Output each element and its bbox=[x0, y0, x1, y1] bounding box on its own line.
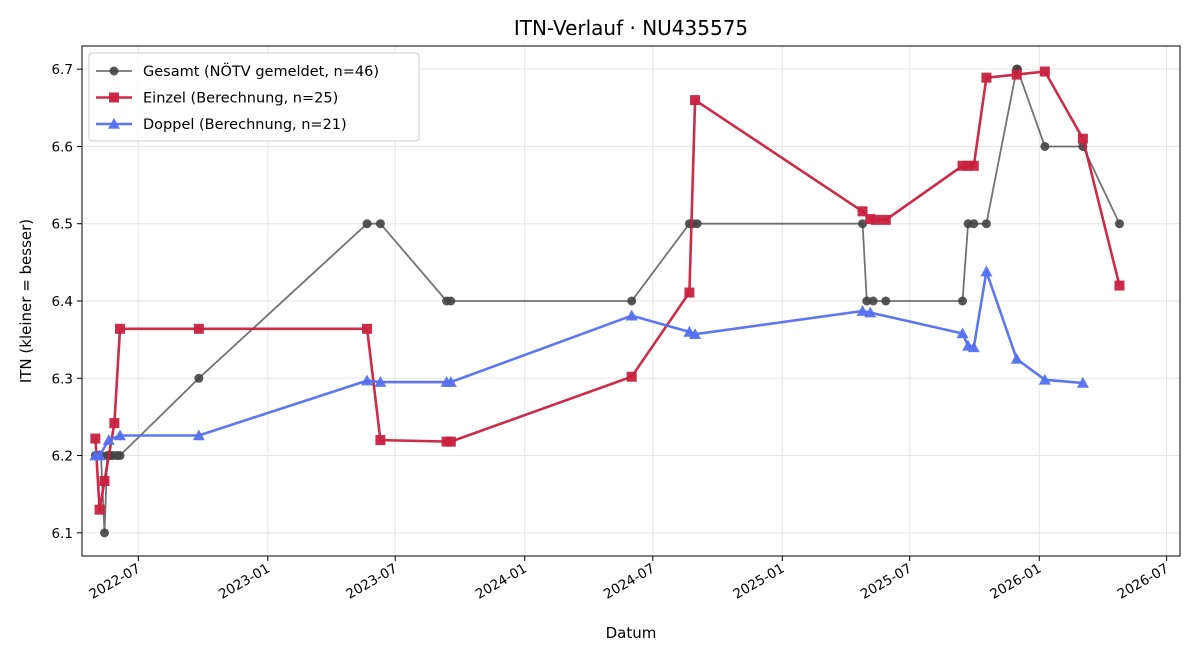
data-point bbox=[958, 296, 968, 306]
data-point bbox=[1010, 352, 1023, 364]
data-point bbox=[1077, 133, 1088, 144]
data-point bbox=[626, 371, 637, 382]
legend-label: Gesamt (NÖTV gemeldet, n=46) bbox=[143, 62, 379, 80]
legend-marker bbox=[109, 66, 119, 76]
data-point bbox=[102, 434, 115, 445]
data-point bbox=[193, 323, 204, 334]
data-point bbox=[446, 296, 456, 306]
y-tick-label: 6.7 bbox=[52, 62, 73, 78]
data-point bbox=[374, 376, 387, 387]
y-tick-label: 6.2 bbox=[52, 449, 73, 465]
x-tick-label: 2025-01 bbox=[730, 561, 787, 603]
data-point bbox=[870, 214, 881, 225]
data-point bbox=[857, 206, 868, 217]
y-axis-label: ITN (kleiner = besser) bbox=[17, 219, 35, 383]
data-point bbox=[194, 373, 204, 383]
data-point bbox=[115, 451, 125, 461]
data-point bbox=[444, 376, 457, 387]
data-point bbox=[93, 449, 106, 461]
legend-marker bbox=[108, 118, 120, 129]
data-point bbox=[880, 214, 891, 225]
data-point bbox=[957, 160, 968, 171]
data-point bbox=[90, 433, 101, 444]
data-point bbox=[361, 374, 374, 386]
data-point bbox=[862, 296, 872, 306]
data-point bbox=[865, 214, 876, 225]
data-point bbox=[1040, 141, 1050, 151]
y-tick-label: 6.6 bbox=[52, 139, 73, 155]
data-point bbox=[1114, 219, 1124, 229]
data-point bbox=[856, 305, 869, 316]
data-point bbox=[1114, 280, 1125, 291]
data-point bbox=[100, 528, 110, 538]
data-point bbox=[362, 323, 373, 334]
data-point bbox=[94, 504, 105, 515]
data-point bbox=[858, 219, 868, 229]
data-point bbox=[963, 160, 974, 171]
data-point bbox=[967, 341, 980, 353]
data-point bbox=[864, 306, 877, 318]
x-tick-label: 2024-01 bbox=[473, 561, 530, 603]
data-point bbox=[692, 219, 702, 229]
series-square bbox=[90, 66, 1125, 515]
legend-entry: Einzel (Berechnung, n=25) bbox=[96, 91, 338, 107]
data-point bbox=[981, 219, 991, 229]
data-point bbox=[114, 429, 127, 441]
axes: 6.1 6.2 6.3 6.4 6.5 6.6 6.7 2022-07 2023-01 2023-… bbox=[52, 62, 1172, 602]
y-tick-label: 6.3 bbox=[52, 371, 73, 387]
data-point bbox=[969, 219, 979, 229]
legend-entry: Gesamt (NÖTV gemeldet, n=46) bbox=[96, 62, 379, 80]
data-point bbox=[627, 296, 637, 306]
data-point bbox=[375, 219, 385, 229]
data-point bbox=[684, 287, 695, 298]
data-point bbox=[980, 265, 993, 277]
data-point bbox=[375, 435, 386, 446]
x-tick-label: 2023-01 bbox=[216, 561, 273, 603]
legend: Gesamt (NÖTV gemeldet, n=46) Einzel (Bere… bbox=[88, 52, 420, 142]
legend-entry: Doppel (Berechnung, n=21) bbox=[96, 117, 347, 133]
chart-title: ITN-Verlauf · NU435575 bbox=[514, 16, 748, 40]
legend-label: Einzel (Berechnung, n=25) bbox=[143, 91, 338, 107]
x-tick-label: 2022-07 bbox=[86, 561, 143, 603]
x-tick-label: 2026-07 bbox=[1115, 561, 1172, 603]
legend-marker bbox=[109, 92, 119, 103]
series-triangle bbox=[89, 265, 1089, 461]
data-point bbox=[445, 436, 456, 447]
legend-label: Doppel (Berechnung, n=21) bbox=[143, 117, 347, 133]
data-point bbox=[192, 429, 205, 441]
series-line bbox=[95, 270, 1084, 457]
x-tick-label: 2025-07 bbox=[858, 561, 915, 603]
y-tick-label: 6.5 bbox=[52, 217, 73, 233]
data-point bbox=[115, 323, 126, 334]
x-axis-label: Datum bbox=[606, 624, 657, 642]
legend-box bbox=[88, 52, 420, 142]
data-point bbox=[868, 296, 878, 306]
data-point bbox=[625, 309, 638, 321]
data-point bbox=[1039, 66, 1050, 77]
data-point bbox=[362, 219, 372, 229]
series-layer bbox=[89, 64, 1125, 538]
data-point bbox=[1076, 376, 1089, 388]
data-point bbox=[1038, 373, 1051, 385]
data-point bbox=[99, 476, 110, 487]
x-tick-label: 2023-07 bbox=[343, 561, 400, 603]
x-tick-label: 2024-07 bbox=[601, 561, 658, 603]
data-point bbox=[689, 328, 702, 340]
data-point bbox=[881, 296, 891, 306]
y-tick-label: 6.4 bbox=[52, 294, 73, 310]
data-point bbox=[109, 418, 120, 429]
data-point bbox=[690, 95, 701, 106]
data-point bbox=[981, 72, 992, 83]
data-point bbox=[1011, 69, 1022, 80]
data-point bbox=[956, 327, 969, 339]
data-point bbox=[968, 160, 979, 171]
x-tick-label: 2026-01 bbox=[987, 561, 1044, 603]
y-tick-label: 6.1 bbox=[52, 526, 73, 542]
